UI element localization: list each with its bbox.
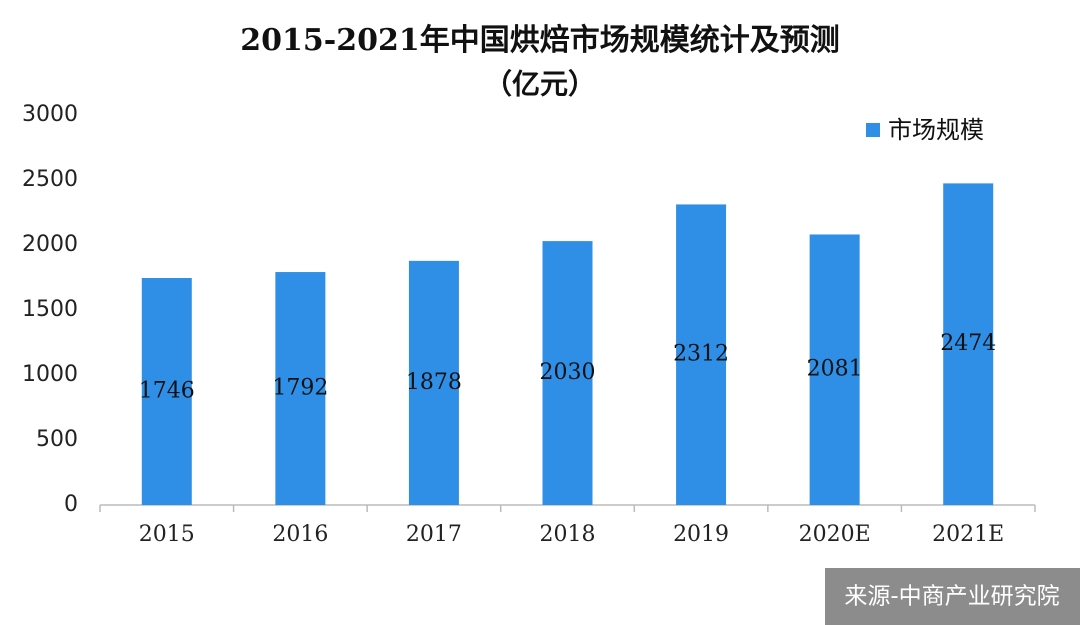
bar — [809, 234, 860, 505]
bar — [542, 241, 593, 505]
legend-label: 市场规模 — [888, 116, 984, 144]
source: 来源-中商产业研究院 — [844, 584, 1059, 610]
y-tick-label: 1000 — [22, 362, 78, 387]
value-label: 2474 — [940, 331, 996, 356]
value-label: 2030 — [540, 360, 596, 385]
y-tick-label: 0 — [64, 492, 78, 517]
value-label: 1878 — [406, 370, 462, 395]
x-tick-label: 2015 — [139, 522, 195, 547]
y-tick-label: 500 — [36, 427, 78, 452]
x-tick-label: 2019 — [673, 522, 729, 547]
chart-subtitle: （亿元） — [484, 68, 596, 101]
bar — [141, 278, 192, 505]
bar — [275, 272, 326, 505]
y-tick-label: 3000 — [22, 102, 78, 127]
x-tick-label: 2020E — [799, 522, 871, 547]
bar — [676, 204, 727, 505]
x-tick-label: 2018 — [540, 522, 596, 547]
value-label: 2081 — [807, 357, 863, 382]
y-tick-label: 2500 — [22, 167, 78, 192]
value-label: 1792 — [272, 376, 328, 401]
y-tick-label: 2000 — [22, 232, 78, 257]
y-tick-label: 1500 — [22, 297, 78, 322]
legend-swatch — [866, 123, 880, 137]
value-label: 1746 — [139, 379, 195, 404]
bar — [408, 260, 459, 505]
bar — [943, 183, 994, 505]
x-tick-label: 2016 — [272, 522, 328, 547]
source-box — [825, 568, 1080, 625]
value-label: 2312 — [673, 342, 729, 367]
chart-title: 2015-2021年中国烘焙市场规模统计及预测 — [240, 23, 839, 58]
x-tick-label: 2017 — [406, 522, 462, 547]
x-tick-label: 2021E — [932, 522, 1004, 547]
